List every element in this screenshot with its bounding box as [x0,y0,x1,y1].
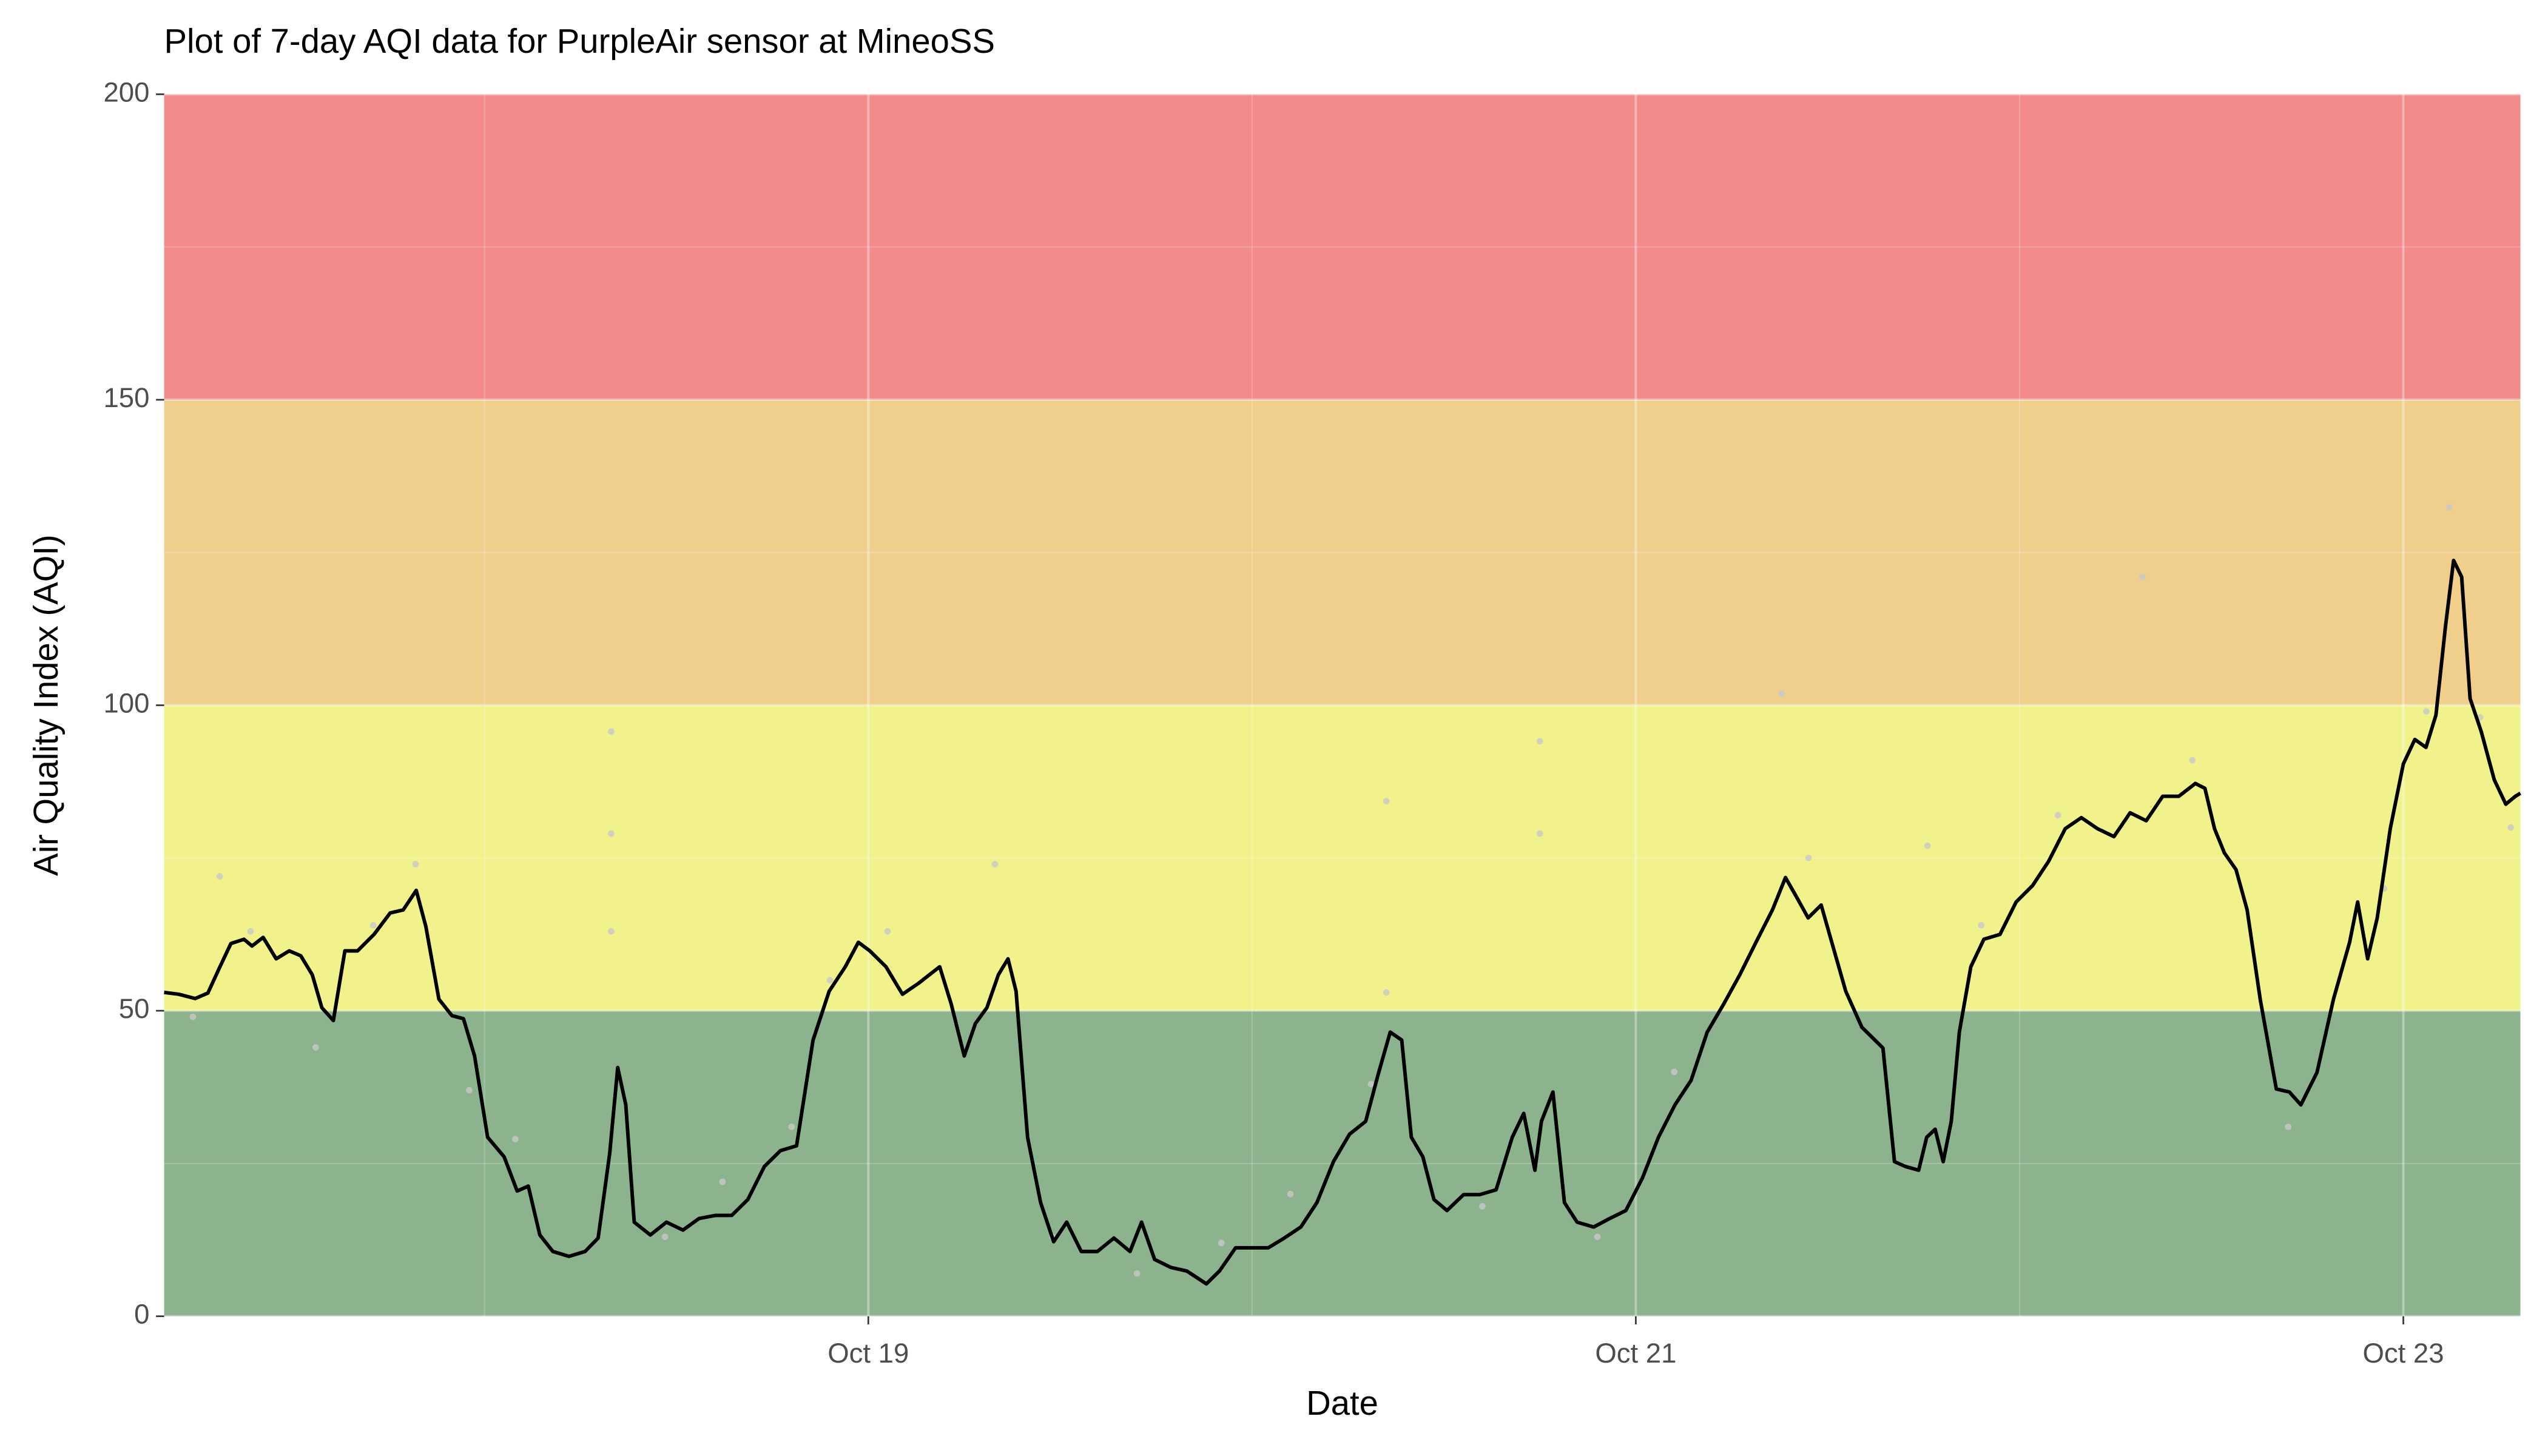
x-tick-label: Oct 23 [2362,1338,2444,1369]
data-point [2285,1124,2292,1130]
data-point [1536,738,1543,745]
x-tick-label: Oct 21 [1595,1338,1676,1369]
y-tick-label: 150 [103,382,149,413]
aqi-band [164,399,2521,706]
data-point [2423,708,2430,715]
data-point [1367,1080,1375,1088]
data-point [1479,1203,1486,1210]
data-point [608,728,615,735]
data-point [1594,1233,1601,1241]
data-point [511,1136,519,1142]
data-point [1383,989,1390,996]
data-point [608,830,615,837]
aqi-band [164,1011,2521,1316]
data-point [2189,757,2196,764]
data-point [788,1124,795,1130]
aqi-band [164,94,2521,400]
data-point [2054,812,2061,819]
data-point [369,922,377,929]
data-point [247,928,254,935]
data-point [1924,842,1931,849]
data-point [991,861,999,868]
data-point [1218,1239,1225,1247]
y-tick-label: 200 [103,76,149,107]
data-point [412,861,419,868]
data-point [312,1044,319,1051]
x-tick-label: Oct 19 [827,1338,909,1369]
data-point [1287,1190,1294,1198]
chart-title: Plot of 7-day AQI data for PurpleAir sen… [164,22,995,60]
data-point [1133,1270,1141,1277]
data-point [826,977,834,984]
data-point [1383,798,1390,804]
data-point [2507,824,2515,831]
data-point [216,873,223,880]
y-tick-label: 50 [119,993,150,1024]
data-point [661,1233,669,1241]
data-point [1778,690,1785,697]
data-point [608,928,615,935]
aqi-band [164,705,2521,1011]
data-point [1805,854,1812,861]
data-point [719,1178,726,1185]
y-axis-label: Air Quality Index (AQI) [27,534,65,876]
y-tick-label: 0 [134,1299,149,1330]
y-tick-label: 100 [103,688,149,719]
data-point [189,1013,197,1020]
aqi-line [164,558,2522,1286]
data-point [884,928,891,935]
data-point [2139,573,2146,581]
x-axis-label: Date [1306,1384,1378,1422]
data-point [1671,1068,1678,1076]
data-point [1978,922,1985,929]
data-point [466,1087,473,1094]
data-point [2446,504,2453,511]
data-point [1536,830,1543,837]
